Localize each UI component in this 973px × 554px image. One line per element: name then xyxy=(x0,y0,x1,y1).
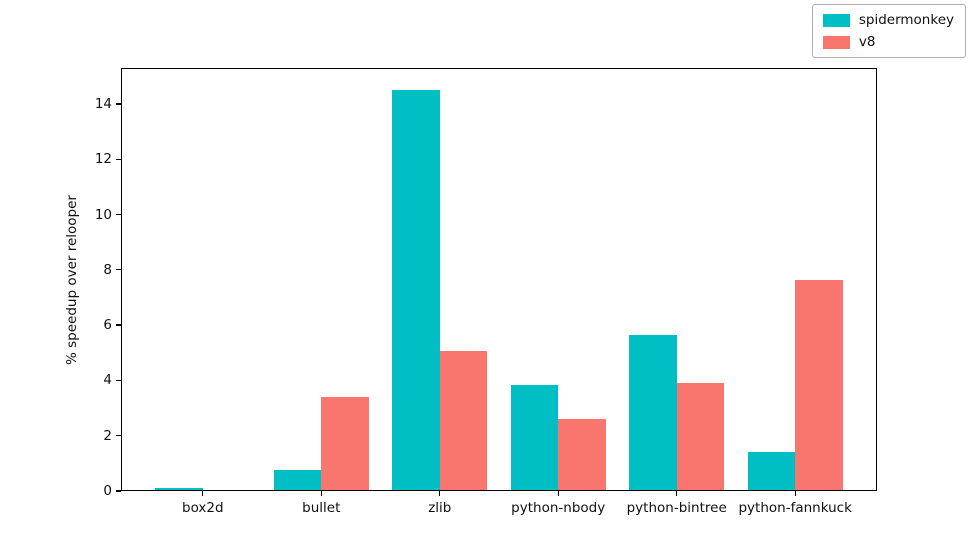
y-tick-mark-14 xyxy=(116,103,121,105)
legend-item-spidermonkey: spidermonkey xyxy=(822,12,954,28)
y-tick-label-2: 2 xyxy=(103,427,112,444)
legend-label-v8: v8 xyxy=(858,34,876,50)
x-tick-mark-box2d xyxy=(202,491,204,496)
x-tick-label-box2d: box2d xyxy=(182,500,224,516)
y-tick-label-8: 8 xyxy=(103,261,112,278)
bar-spidermonkey-python-nbody xyxy=(510,384,559,491)
bar-v8-zlib xyxy=(439,351,488,491)
y-tick-mark-4 xyxy=(116,379,121,382)
x-tick-mark-python-bintree xyxy=(676,491,678,496)
legend-label-spidermonkey: spidermonkey xyxy=(858,12,954,28)
y-tick-label-6: 6 xyxy=(103,317,112,334)
x-tick-label-python-bintree: python-bintree xyxy=(626,500,727,516)
bar-v8-bullet xyxy=(321,397,369,491)
y-tick-mark-6 xyxy=(116,324,121,326)
x-tick-mark-python-fannkuck xyxy=(794,491,796,496)
y-tick-mark-2 xyxy=(116,435,121,437)
bar-spidermonkey-python-fannkuck xyxy=(747,452,796,491)
x-tick-mark-python-nbody xyxy=(557,491,559,496)
x-tick-label-bullet: bullet xyxy=(302,500,341,516)
bar-spidermonkey-python-bintree xyxy=(629,334,677,491)
y-tick-mark-0 xyxy=(116,490,121,492)
y-tick-label-4: 4 xyxy=(103,372,112,389)
y-tick-label-0: 0 xyxy=(103,483,112,499)
y-tick-mark-8 xyxy=(116,269,121,271)
y-tick-label-10: 10 xyxy=(94,206,112,223)
x-tick-label-zlib: zlib xyxy=(428,500,452,516)
y-tick-label-14: 14 xyxy=(94,95,112,112)
bar-spidermonkey-bullet xyxy=(273,470,322,491)
bar-v8-python-bintree xyxy=(676,383,725,491)
bar-v8-python-nbody xyxy=(558,419,606,491)
legend-swatch-v8 xyxy=(822,35,850,49)
legend-swatch-spidermonkey xyxy=(822,13,850,27)
legend-item-v8: v8 xyxy=(822,34,954,50)
x-tick-mark-bullet xyxy=(320,491,322,496)
legend: spidermonkey v8 xyxy=(811,4,966,58)
x-tick-label-python-nbody: python-nbody xyxy=(511,500,606,516)
y-tick-mark-12 xyxy=(116,158,121,160)
bar-v8-python-fannkuck xyxy=(795,279,843,491)
x-tick-mark-zlib xyxy=(439,491,441,496)
x-tick-label-python-fannkuck: python-fannkuck xyxy=(738,500,852,516)
bar-spidermonkey-zlib xyxy=(392,90,440,491)
y-tick-label-12: 12 xyxy=(94,151,112,168)
bar-spidermonkey-box2d xyxy=(155,488,203,491)
plot-area xyxy=(121,68,877,491)
y-tick-mark-10 xyxy=(116,213,121,216)
